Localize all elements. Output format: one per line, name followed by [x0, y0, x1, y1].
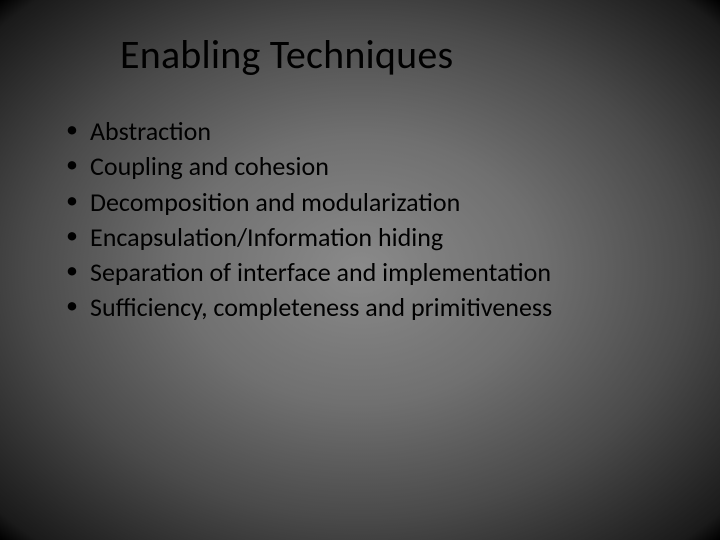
slide-container: Enabling Techniques Abstraction Coupling…	[0, 0, 720, 540]
list-item: Separation of interface and implementati…	[66, 256, 670, 289]
list-item: Decomposition and modularization	[66, 186, 670, 219]
list-item: Coupling and cohesion	[66, 150, 670, 183]
list-item: Encapsulation/Information hiding	[66, 221, 670, 254]
bullet-list: Abstraction Coupling and cohesion Decomp…	[50, 115, 670, 325]
list-item: Sufficiency, completeness and primitiven…	[66, 291, 670, 324]
list-item: Abstraction	[66, 115, 670, 148]
slide-title: Enabling Techniques	[120, 30, 670, 79]
